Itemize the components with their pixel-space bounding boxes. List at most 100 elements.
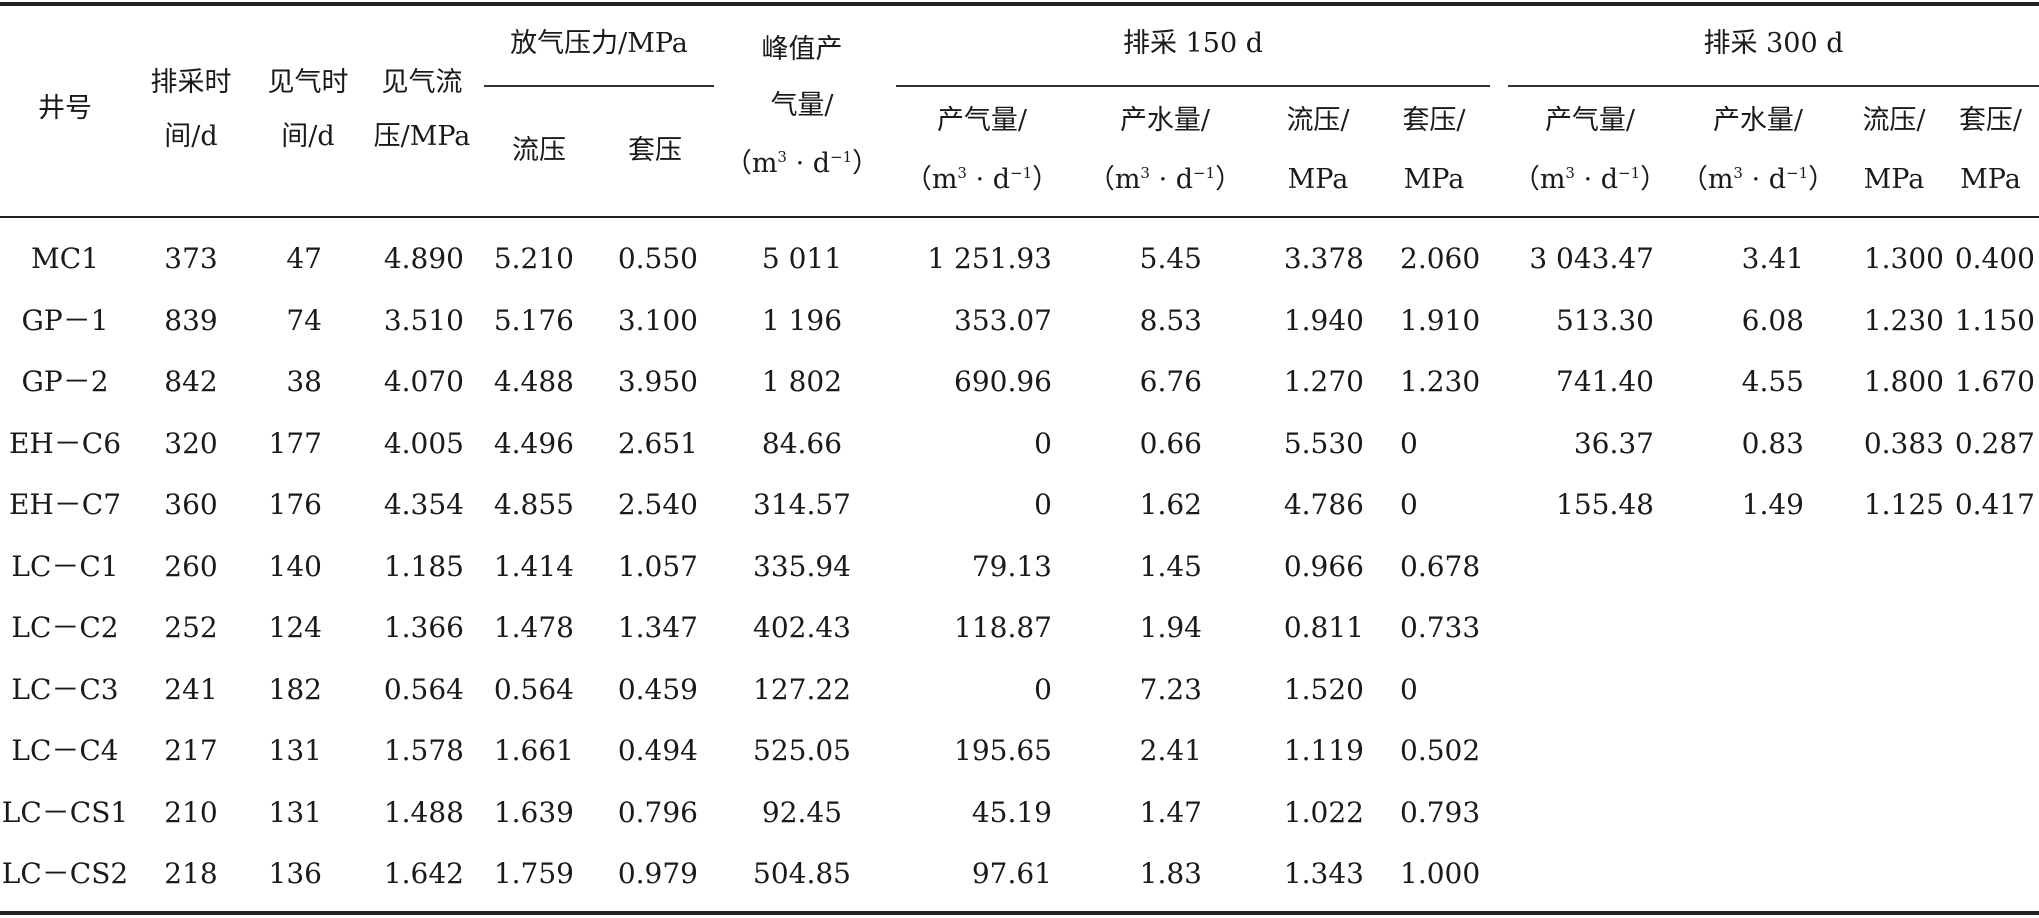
cell-peak-gas: 1 196 <box>761 303 843 337</box>
cell-d150-water: 1.62 <box>1139 488 1202 521</box>
cell-peak-gas: 402.43 <box>753 611 851 644</box>
cell-d150-gas: 195.65 <box>954 734 1052 767</box>
cell-peak-gas: 1 802 <box>761 365 843 398</box>
cell-peak-gas: 5 011 <box>761 242 843 275</box>
cell-d300-casing: 0.400 <box>1954 242 2035 275</box>
cell-d300-water: 6.08 <box>1741 303 1804 337</box>
cell-d150-casing: 1.230 <box>1400 365 1481 398</box>
cell-gas-time: 176 <box>268 488 322 521</box>
header-day300-gas: 产气量/ <box>1544 105 1636 136</box>
release-pressure-rule <box>484 85 714 87</box>
table-top-rule <box>0 2 2039 6</box>
header-day150-flow: 流压/ <box>1286 105 1350 136</box>
cell-d150-gas: 0 <box>1034 426 1052 460</box>
cell-drain-time: 218 <box>164 857 218 890</box>
cell-d150-gas: 118.87 <box>954 611 1052 644</box>
cell-release-casing: 2.540 <box>617 488 698 521</box>
cell-peak-gas: 314.57 <box>753 488 851 521</box>
cell-gas-time: 140 <box>268 549 322 583</box>
cell-d150-casing: 0.502 <box>1400 734 1481 767</box>
cell-d150-casing: 1.910 <box>1400 303 1481 337</box>
cell-drain-time: 360 <box>164 488 218 521</box>
cell-release-casing: 0.796 <box>617 795 698 829</box>
cell-peak-gas: 525.05 <box>753 734 851 767</box>
cell-d150-gas: 0 <box>1034 488 1052 521</box>
cell-d300-gas: 36.37 <box>1573 426 1654 460</box>
cell-release-flow: 1.661 <box>493 734 574 767</box>
cell-d150-flow: 1.119 <box>1283 734 1364 767</box>
cell-d150-casing: 0 <box>1400 426 1418 460</box>
cell-d150-flow: 1.022 <box>1283 795 1364 829</box>
cell-gas-flow-pressure: 4.354 <box>383 488 464 521</box>
header-bottom-rule <box>0 216 2039 218</box>
cell-gas-flow-pressure: 3.510 <box>383 303 464 337</box>
cell-release-flow: 1.759 <box>493 857 574 890</box>
cell-d300-flow: 1.300 <box>1863 242 1944 275</box>
cell-release-flow: 1.639 <box>493 795 574 829</box>
cell-release-flow: 5.210 <box>493 242 574 275</box>
cell-gas-time: 131 <box>268 734 322 767</box>
cell-gas-flow-pressure: 1.578 <box>383 734 464 767</box>
cell-release-flow: 1.414 <box>493 549 574 583</box>
cell-d300-flow: 1.125 <box>1863 488 1944 521</box>
cell-d300-flow: 1.800 <box>1863 365 1944 398</box>
cell-d150-water: 5.45 <box>1139 242 1202 275</box>
header-day300-casing-unit: MPa <box>1960 164 2021 195</box>
cell-d300-gas: 513.30 <box>1556 303 1654 337</box>
cell-drain-time: 260 <box>164 549 218 583</box>
cell-d150-flow: 4.786 <box>1283 488 1364 521</box>
cell-release-casing: 0.550 <box>617 242 698 275</box>
cell-release-casing: 3.100 <box>617 303 698 337</box>
header-day150: 排采 150 d <box>1123 28 1263 59</box>
header-day150-gas-unit: （m3 · d−1） <box>904 164 1060 195</box>
cell-release-casing: 2.651 <box>617 426 698 460</box>
cell-d150-water: 2.41 <box>1139 734 1202 767</box>
cell-d300-water: 1.49 <box>1741 488 1804 521</box>
cell-well: LC－C2 <box>11 611 119 644</box>
header-release-casing-pressure: 套压 <box>628 135 682 166</box>
cell-d150-flow: 1.270 <box>1283 365 1364 398</box>
header-day150-flow-unit: MPa <box>1287 164 1349 195</box>
header-peak-gas-line1: 峰值产 <box>761 34 843 65</box>
cell-drain-time: 210 <box>164 795 218 829</box>
header-day150-casing: 套压/ <box>1402 105 1466 136</box>
header-drain-time-line1: 排采时 <box>150 67 232 98</box>
cell-d150-casing: 0 <box>1400 488 1418 521</box>
header-gas-flow-pressure-line1: 见气流 <box>381 67 463 98</box>
cell-d300-casing: 1.150 <box>1954 303 2035 337</box>
cell-d150-flow: 0.811 <box>1283 611 1364 644</box>
header-gas-time-line2: 间/d <box>281 121 335 152</box>
cell-gas-time: 38 <box>286 365 322 398</box>
cell-release-flow: 5.176 <box>493 303 574 337</box>
cell-release-casing: 1.057 <box>617 549 698 583</box>
cell-gas-flow-pressure: 4.005 <box>383 426 464 460</box>
cell-drain-time: 252 <box>164 611 218 644</box>
cell-well: GP－1 <box>21 303 109 337</box>
cell-d150-water: 7.23 <box>1139 672 1202 706</box>
header-release-pressure: 放气压力/MPa <box>510 28 688 59</box>
header-peak-gas-unit: （m3 · d−1） <box>724 148 880 179</box>
cell-drain-time: 217 <box>164 734 218 767</box>
cell-well: LC－CS1 <box>1 795 129 829</box>
cell-release-flow: 4.855 <box>493 488 574 521</box>
header-day300-flow: 流压/ <box>1862 105 1926 136</box>
cell-d300-flow: 1.230 <box>1863 303 1944 337</box>
cell-gas-time: 124 <box>268 611 322 644</box>
cell-d150-flow: 1.520 <box>1283 672 1364 706</box>
cell-peak-gas: 127.22 <box>753 672 851 706</box>
cell-peak-gas: 504.85 <box>753 857 851 890</box>
cell-gas-time: 182 <box>268 672 322 706</box>
cell-d150-flow: 5.530 <box>1283 426 1364 460</box>
cell-d300-gas: 741.40 <box>1556 365 1654 398</box>
cell-release-flow: 0.564 <box>493 672 574 706</box>
cell-well: EH－C6 <box>8 426 122 460</box>
cell-gas-flow-pressure: 0.564 <box>383 672 464 706</box>
cell-drain-time: 373 <box>164 242 218 275</box>
header-release-flow-pressure: 流压 <box>512 135 566 166</box>
cell-d300-water: 0.83 <box>1741 426 1804 460</box>
cell-gas-time: 136 <box>268 857 322 890</box>
cell-d150-flow: 0.966 <box>1283 549 1364 583</box>
header-day300-water: 产水量/ <box>1712 105 1804 136</box>
cell-d150-casing: 1.000 <box>1400 857 1481 890</box>
cell-d150-water: 1.94 <box>1139 611 1202 644</box>
